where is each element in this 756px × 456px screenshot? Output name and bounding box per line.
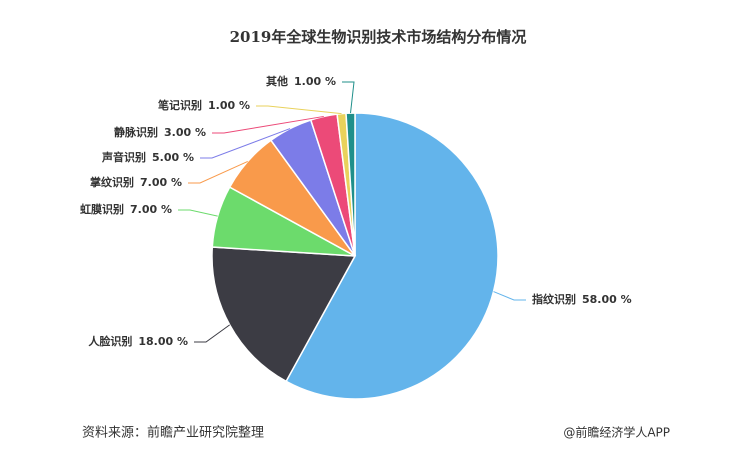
value-label: 58.00 % (582, 293, 632, 306)
leader-line (194, 324, 230, 343)
category-label: 指纹识别 (532, 292, 576, 306)
source: 资料来源：前瞻产业研究院整理 (82, 425, 264, 441)
pie-slice (211, 246, 357, 383)
data-label: 指纹识别 58.00 % (532, 292, 632, 306)
value-label: 5.00 % (152, 151, 194, 164)
data-label: 虹膜识别 7.00 % (80, 202, 172, 216)
leader-line (342, 81, 355, 114)
leader-line (200, 128, 291, 159)
data-label: 笔记识别 1.00 % (158, 98, 250, 112)
leader-line (188, 160, 248, 184)
value-label: 1.00 % (208, 99, 250, 112)
value-label: 7.00 % (140, 176, 182, 189)
category-label: 虹膜识别 (80, 202, 124, 216)
value-label: 1.00 % (294, 75, 336, 88)
data-label: 人脸识别 18.00 % (88, 334, 188, 348)
data-label: 静脉识别 3.00 % (114, 125, 206, 139)
chart-title: 2019年全球生物识别技术市场结构分布情况 (230, 28, 527, 46)
credit: @前瞻经济学人APP (563, 425, 670, 440)
leader-line (493, 291, 526, 301)
value-label: 18.00 % (138, 335, 188, 348)
category-label: 声音识别 (101, 150, 146, 164)
leader-line (256, 105, 342, 115)
leader-line (212, 115, 324, 134)
category-label: 人脸识别 (88, 334, 132, 348)
pie-slice (285, 112, 499, 400)
category-label: 笔记识别 (158, 98, 202, 112)
category-label: 其他 (266, 74, 288, 88)
value-label: 3.00 % (164, 126, 206, 139)
leader-line (178, 209, 218, 217)
data-label: 声音识别 5.00 % (101, 150, 194, 164)
data-label: 其他 1.00 % (266, 74, 336, 88)
category-label: 静脉识别 (114, 125, 158, 139)
value-label: 7.00 % (130, 203, 172, 216)
data-label: 掌纹识别 7.00 % (90, 175, 182, 189)
category-label: 掌纹识别 (90, 175, 134, 189)
